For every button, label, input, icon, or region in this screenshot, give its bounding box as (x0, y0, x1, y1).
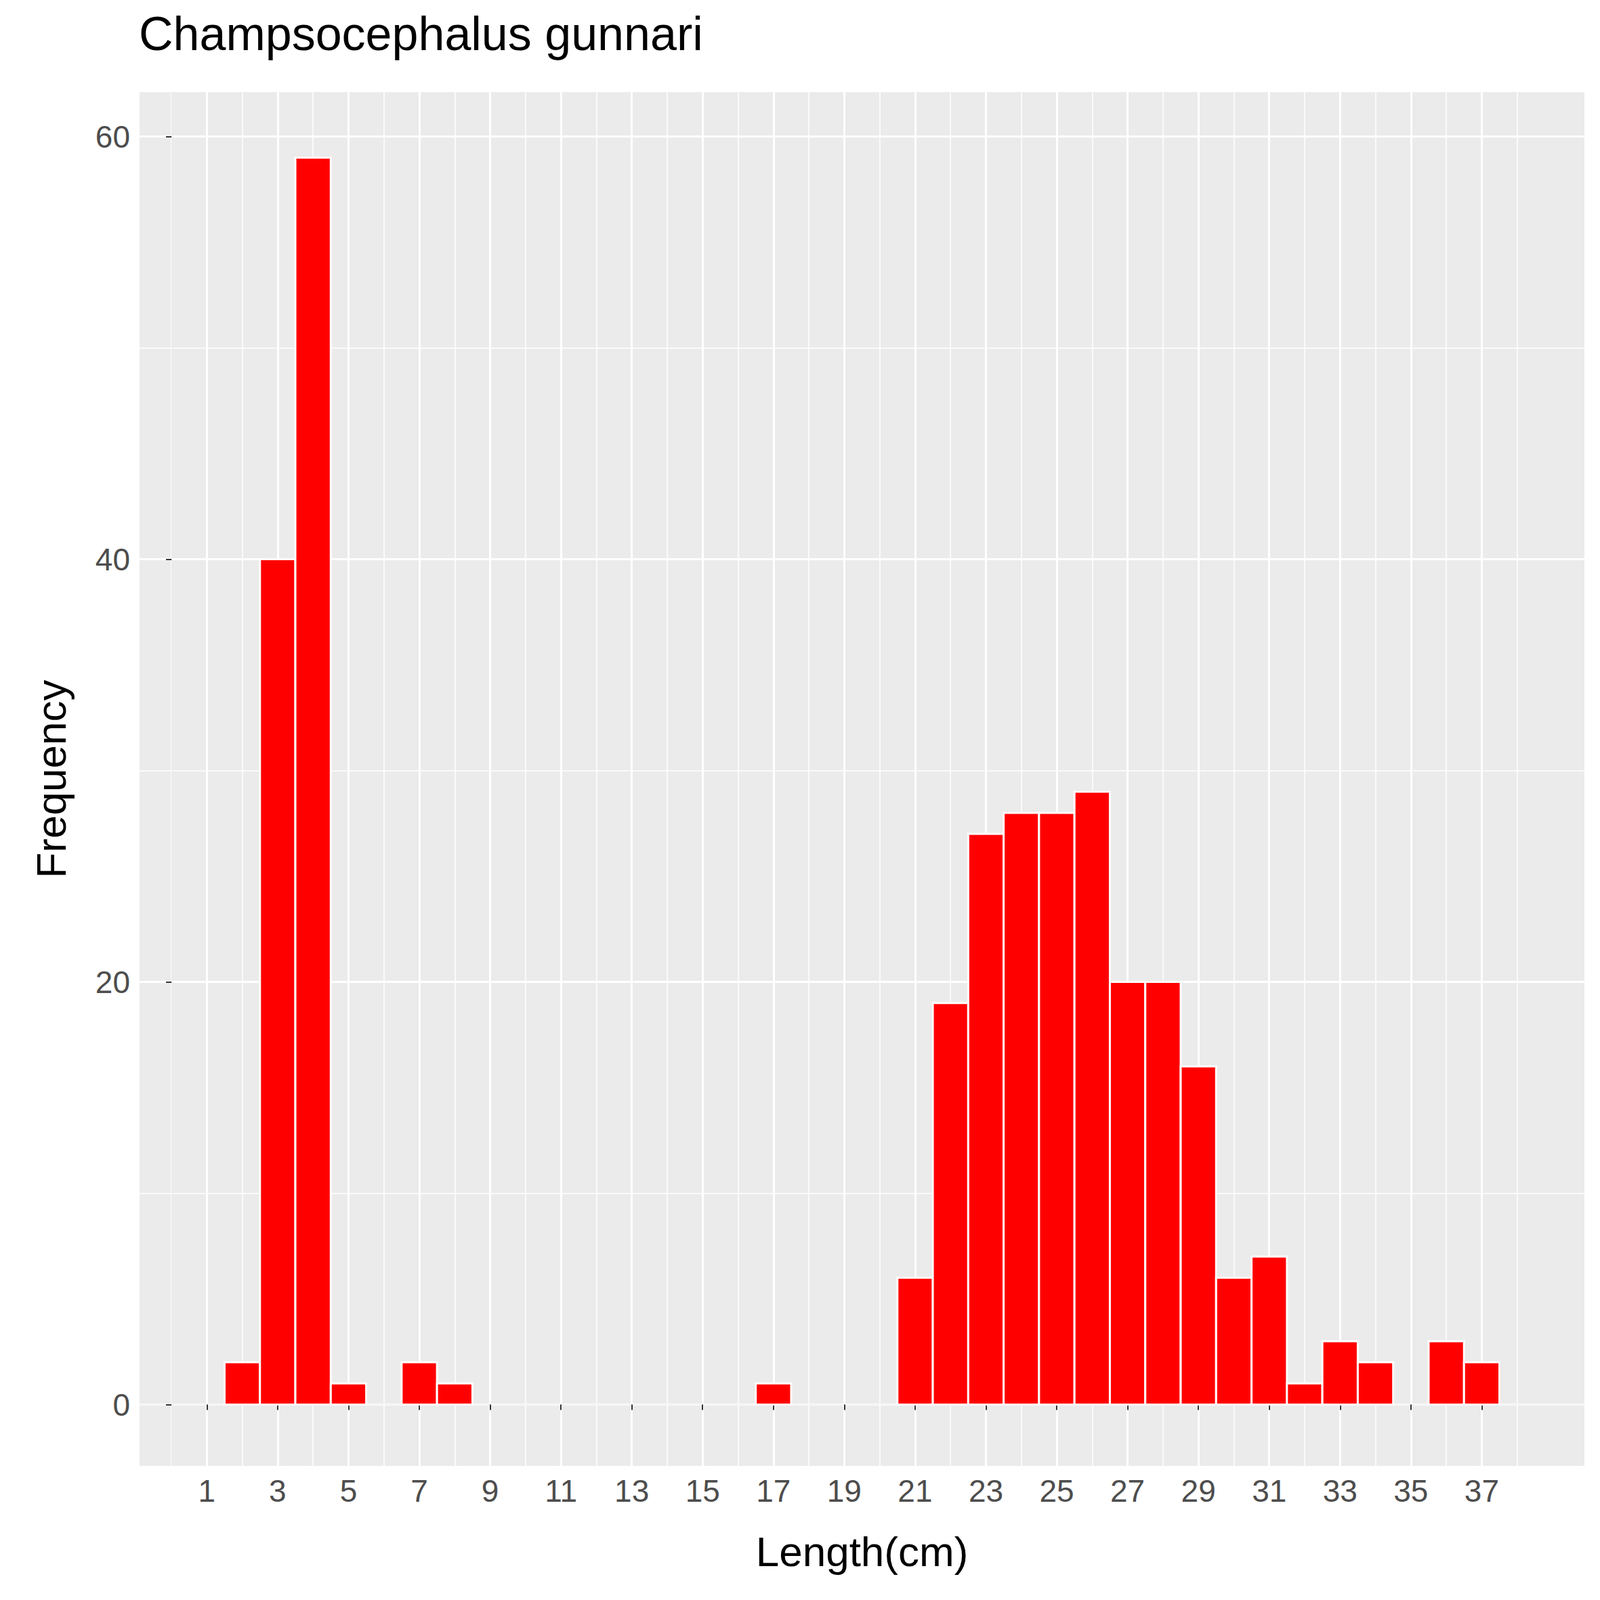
svg-text:Length(cm): Length(cm) (755, 1528, 969, 1575)
svg-text:35: 35 (1393, 1473, 1428, 1509)
svg-text:25: 25 (1039, 1473, 1074, 1509)
svg-text:0: 0 (112, 1387, 131, 1423)
svg-text:21: 21 (897, 1473, 933, 1509)
svg-text:60: 60 (95, 119, 131, 155)
svg-text:31: 31 (1251, 1473, 1287, 1509)
svg-text:17: 17 (755, 1473, 791, 1509)
svg-text:5: 5 (340, 1473, 358, 1509)
svg-text:37: 37 (1464, 1473, 1500, 1509)
svg-text:9: 9 (481, 1473, 500, 1509)
svg-text:7: 7 (410, 1473, 429, 1509)
svg-text:40: 40 (95, 541, 131, 578)
svg-text:23: 23 (968, 1473, 1004, 1509)
svg-text:15: 15 (685, 1473, 721, 1509)
svg-text:Frequency: Frequency (27, 680, 75, 879)
svg-text:19: 19 (827, 1473, 862, 1509)
svg-text:27: 27 (1110, 1473, 1145, 1509)
svg-text:Champsocephalus gunnari: Champsocephalus gunnari (138, 7, 704, 61)
svg-text:13: 13 (614, 1473, 649, 1509)
svg-text:29: 29 (1181, 1473, 1216, 1509)
svg-text:1: 1 (198, 1473, 217, 1509)
svg-text:33: 33 (1322, 1473, 1358, 1509)
svg-text:20: 20 (95, 964, 131, 1000)
svg-text:3: 3 (268, 1473, 287, 1509)
svg-text:11: 11 (544, 1473, 578, 1509)
